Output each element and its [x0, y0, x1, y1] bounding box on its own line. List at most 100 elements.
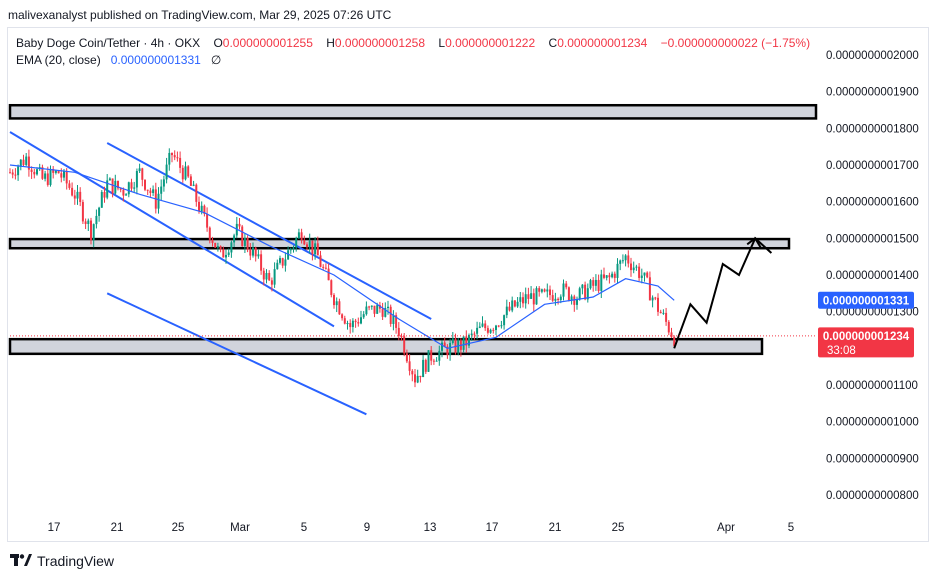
- tradingview-footer[interactable]: TradingView: [10, 553, 114, 569]
- candle-body: [511, 300, 514, 311]
- x-tick-label: Apr: [717, 522, 735, 534]
- candle-body: [443, 342, 446, 347]
- candle-body: [211, 239, 214, 243]
- candle-body: [605, 275, 608, 278]
- candle-body: [635, 266, 638, 268]
- candle-body: [338, 301, 341, 315]
- y-tick-label: 0.0000000001300: [826, 307, 919, 319]
- candle-body: [416, 375, 419, 383]
- candle-body: [557, 298, 560, 301]
- candle-body: [246, 237, 249, 250]
- resistance-zone-mid: [8, 237, 791, 250]
- candle-body: [619, 260, 622, 264]
- candle-body: [343, 318, 346, 324]
- candle-body: [659, 311, 662, 314]
- candle-body: [524, 294, 527, 304]
- low-label: L: [438, 36, 446, 50]
- candle-body: [527, 294, 530, 299]
- candle-body: [138, 168, 141, 172]
- candle-body: [500, 325, 503, 327]
- candle-body: [319, 255, 322, 267]
- candle-body: [198, 201, 200, 212]
- candle-body: [41, 167, 44, 179]
- ema-extra-icon: ∅: [210, 53, 222, 67]
- candle-body: [665, 312, 668, 322]
- high-label: H: [326, 36, 335, 50]
- candle-body: [481, 323, 484, 327]
- candle-body: [36, 169, 38, 175]
- channel-upper2-line: [106, 142, 432, 320]
- ema-price-tag-text: 0.000000001331: [823, 295, 910, 307]
- candle-body: [573, 296, 576, 305]
- candle-body: [567, 287, 570, 301]
- ema-value: 0.000000001331: [110, 53, 201, 67]
- candle-body: [324, 267, 327, 269]
- candle-body: [357, 322, 360, 324]
- candle-body: [279, 258, 281, 263]
- candle-body: [470, 333, 473, 336]
- candles-layer: [9, 148, 676, 388]
- candle-body: [370, 305, 373, 307]
- candle-body: [260, 254, 263, 271]
- candle-body: [592, 280, 595, 286]
- candle-body: [63, 171, 65, 178]
- candle-body: [438, 350, 441, 361]
- candle-body: [530, 293, 533, 299]
- resistance-zone-top: [8, 103, 818, 120]
- candle-body: [554, 298, 557, 301]
- candle-body: [397, 327, 400, 337]
- candle-body: [667, 321, 670, 333]
- candle-body: [316, 243, 319, 256]
- y-tick-label: 0.0000000000900: [826, 453, 919, 465]
- candle-body: [160, 186, 163, 194]
- candle-body: [165, 164, 168, 180]
- countdown-text: 33:08: [827, 345, 856, 357]
- candle-body: [25, 156, 28, 165]
- candle-body: [297, 232, 300, 239]
- x-tick-label: 9: [364, 522, 370, 534]
- candle-body: [427, 350, 430, 372]
- candle-body: [171, 152, 173, 156]
- symbol-title[interactable]: Baby Doge Coin/Tether · 4h · OKX: [16, 36, 201, 50]
- candle-body: [611, 273, 614, 278]
- projection-arrowhead-icon: [746, 236, 763, 249]
- candle-body: [11, 172, 14, 175]
- candle-body: [508, 306, 511, 311]
- candle-body: [103, 191, 106, 198]
- candle-body: [373, 305, 376, 314]
- candle-body: [543, 289, 546, 292]
- candle-body: [52, 168, 55, 173]
- candle-body: [54, 170, 57, 173]
- candle-body: [241, 226, 244, 246]
- candle-body: [389, 306, 392, 324]
- close-value: 0.000000001234: [557, 36, 648, 50]
- candle-body: [594, 279, 597, 286]
- ema-layer: [9, 164, 675, 349]
- candle-body: [219, 246, 222, 250]
- candle-body: [111, 178, 114, 194]
- x-axis: 17 21 25 Mar 5 9 13 17 21 25 Apr 5: [48, 522, 795, 534]
- tradingview-brand: TradingView: [37, 553, 115, 569]
- candle-body: [130, 182, 133, 189]
- candle-body: [654, 297, 657, 299]
- candle-body: [152, 189, 155, 193]
- candle-body: [184, 166, 187, 180]
- candle-body: [98, 207, 101, 216]
- candle-body: [311, 240, 314, 255]
- candle-body: [616, 263, 619, 278]
- candle-body: [424, 359, 427, 372]
- candle-body: [365, 306, 368, 315]
- candle-body: [387, 306, 389, 308]
- candle-body: [349, 323, 352, 328]
- candle-body: [473, 333, 476, 335]
- open-value: 0.000000001255: [222, 36, 313, 50]
- candle-body: [486, 328, 489, 333]
- candle-body: [173, 155, 176, 158]
- candle-body: [57, 170, 60, 174]
- ema-legend[interactable]: EMA (20, close) 0.000000001331 ∅: [16, 53, 221, 67]
- candle-body: [14, 174, 17, 176]
- candle-body: [119, 188, 122, 190]
- candle-body: [176, 157, 179, 159]
- candle-body: [422, 359, 425, 378]
